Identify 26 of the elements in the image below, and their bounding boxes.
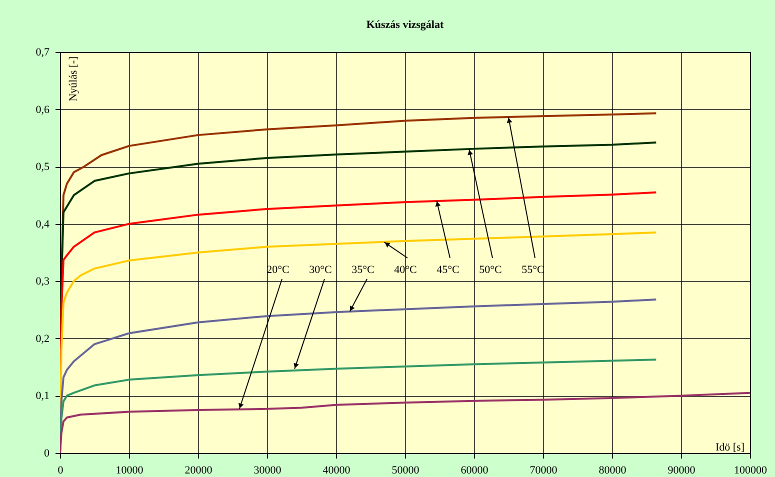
x-axis-title: Idö [s] [715, 442, 744, 454]
y-tick-label: 0 [44, 448, 50, 460]
y-tick-label: 0,5 [36, 161, 50, 174]
chart-title: Kúszás vizsgálat [366, 19, 444, 31]
x-tick-label: 40000 [322, 464, 351, 476]
annotation: 50°C [479, 264, 502, 276]
annotation: 30°C [309, 264, 332, 276]
y-tick-label: 0,4 [36, 218, 50, 230]
y-tick-label: 0,6 [36, 104, 50, 116]
x-tick-label: 90000 [668, 464, 696, 476]
x-tick-label: 100000 [734, 464, 768, 476]
x-tick-label: 10000 [116, 464, 144, 476]
x-tick-label: 20000 [184, 464, 213, 476]
y-tick-label: 0,2 [36, 332, 50, 345]
x-tick-label: 30000 [254, 464, 282, 476]
x-tick-label: 80000 [598, 464, 627, 476]
x-tick-label: 0 [58, 464, 64, 476]
y-tick-label: 0,1 [36, 390, 50, 402]
x-tick-label: 70000 [530, 464, 558, 476]
y-tick-label: 0,7 [36, 46, 50, 58]
annotation: 45°C [436, 264, 460, 276]
x-tick-label: 60000 [460, 464, 489, 476]
y-axis-title: Nyúlás [-] [68, 56, 80, 102]
x-tick-label: 50000 [392, 464, 420, 476]
y-tick-label: 0,3 [36, 276, 50, 288]
annotation: 35°C [352, 264, 374, 276]
